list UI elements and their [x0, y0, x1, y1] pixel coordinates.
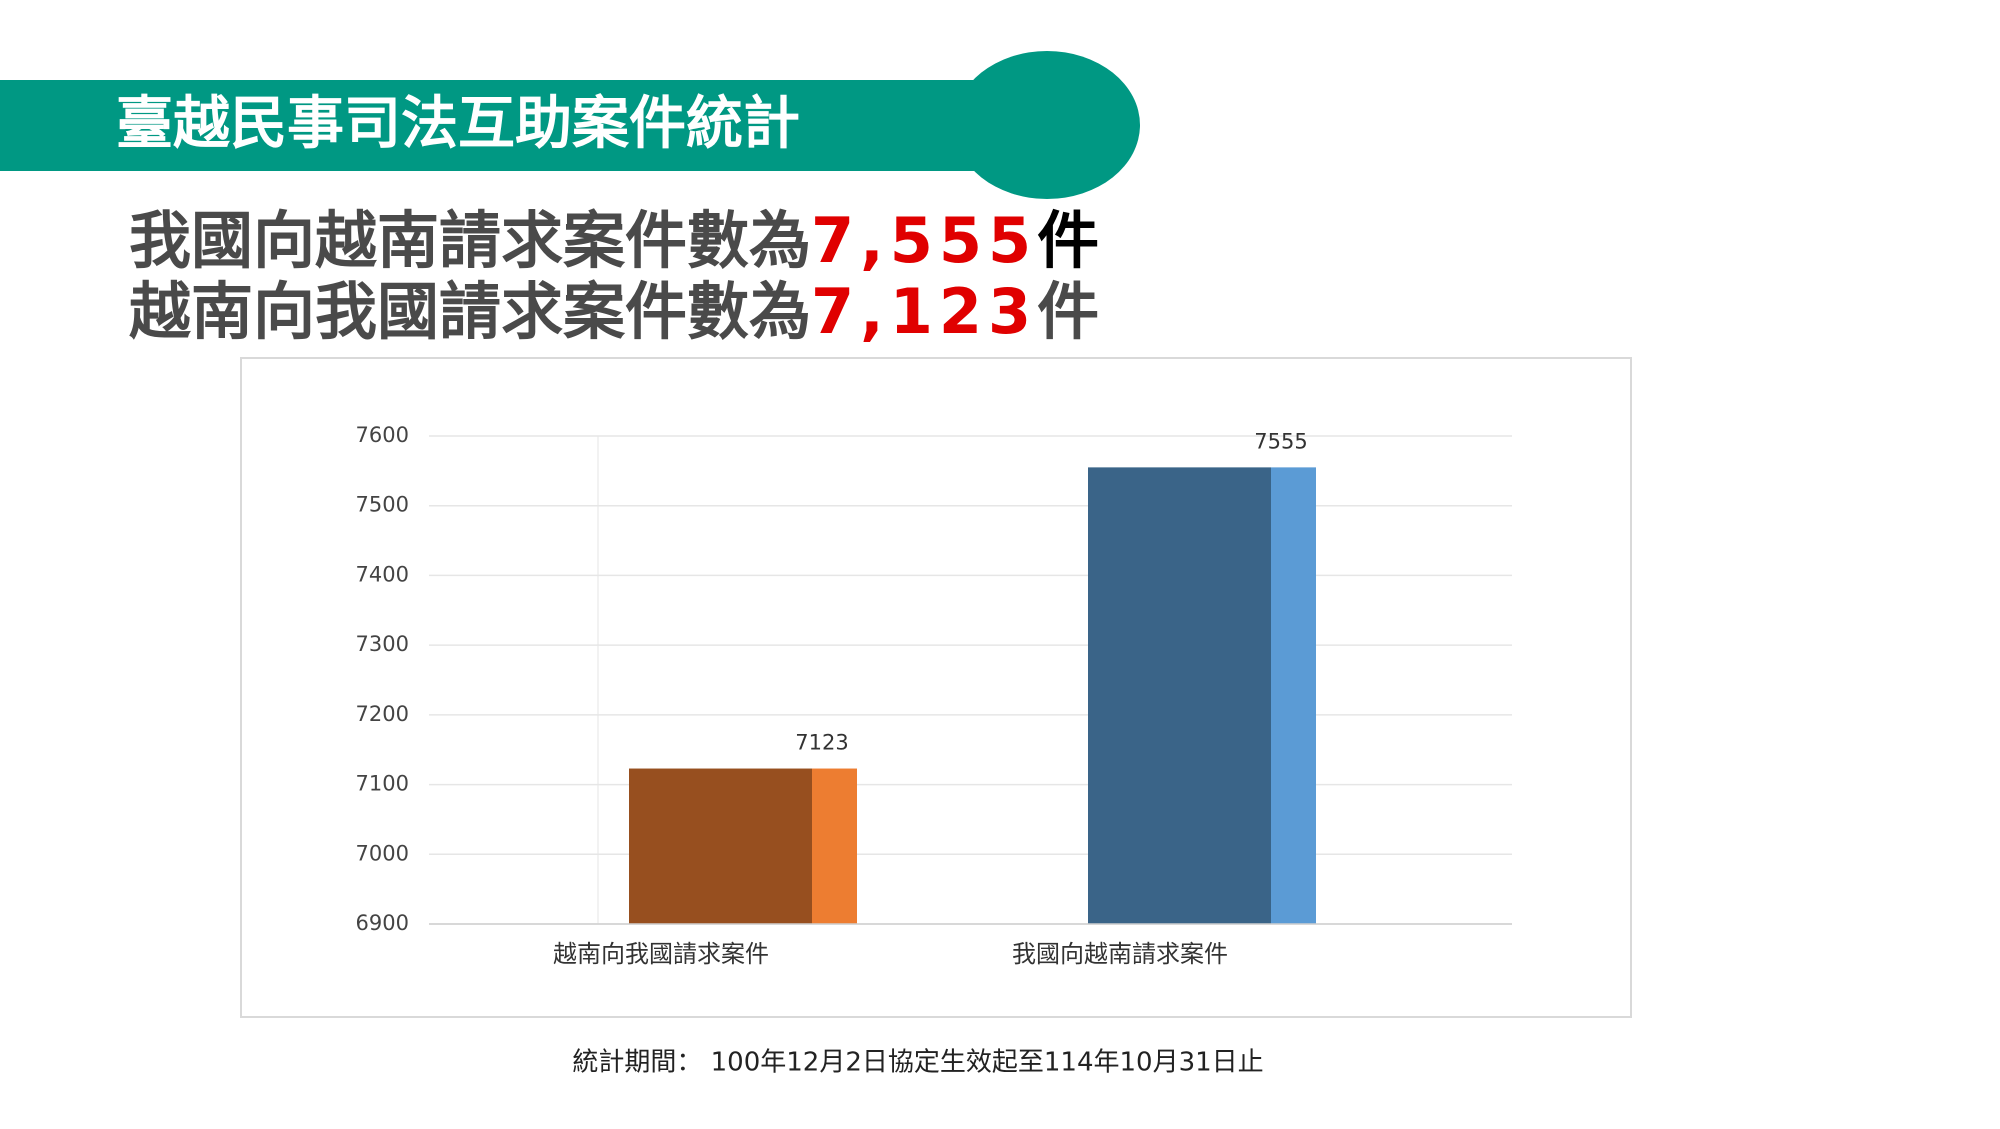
summary-text: 我國向越南請求案件數為: [129, 204, 811, 277]
summary-unit: 件: [1037, 275, 1099, 348]
chart: 6900 7000 7100 7200 7300 7400 7500 7600 越南向我國請求案…: [356, 423, 1512, 968]
y-tick-label: 7400: [356, 562, 409, 586]
y-tick-label: 7600: [356, 423, 409, 447]
data-label: 7123: [795, 731, 848, 755]
y-tick-label: 6900: [356, 911, 409, 935]
summary-text: 越南向我國請求案件數為: [129, 275, 811, 348]
slide-title: 臺越民事司法互助案件統計: [116, 91, 800, 157]
bar: [629, 768, 812, 924]
y-tick-label: 7300: [356, 632, 409, 656]
footnote: 統計期間： 100年12月2日協定生效起至114年10月31日止: [572, 1048, 1263, 1078]
data-label: 7555: [1254, 429, 1307, 453]
x-tick-label: 越南向我國請求案件: [553, 940, 769, 968]
y-tick-label: 7500: [356, 493, 409, 517]
y-tick-label: 7100: [356, 772, 409, 796]
summary-line: 我國向越南請求案件數為7,555件: [129, 204, 1099, 277]
x-tick-label: 我國向越南請求案件: [1012, 940, 1228, 968]
bar-side: [812, 768, 857, 924]
summary-number: 7,555: [811, 204, 1037, 277]
chart-frame: [240, 357, 1632, 1018]
summary-number: 7,123: [811, 275, 1037, 348]
summary-line: 越南向我國請求案件數為7,123件: [129, 275, 1099, 348]
y-tick-label: 7000: [356, 841, 409, 865]
title-band: [0, 80, 1047, 171]
bar-side: [1271, 467, 1316, 924]
bar: [1088, 467, 1271, 924]
title-ellipse: [954, 51, 1140, 199]
summary-unit: 件: [1037, 204, 1099, 277]
y-tick-label: 7200: [356, 702, 409, 726]
